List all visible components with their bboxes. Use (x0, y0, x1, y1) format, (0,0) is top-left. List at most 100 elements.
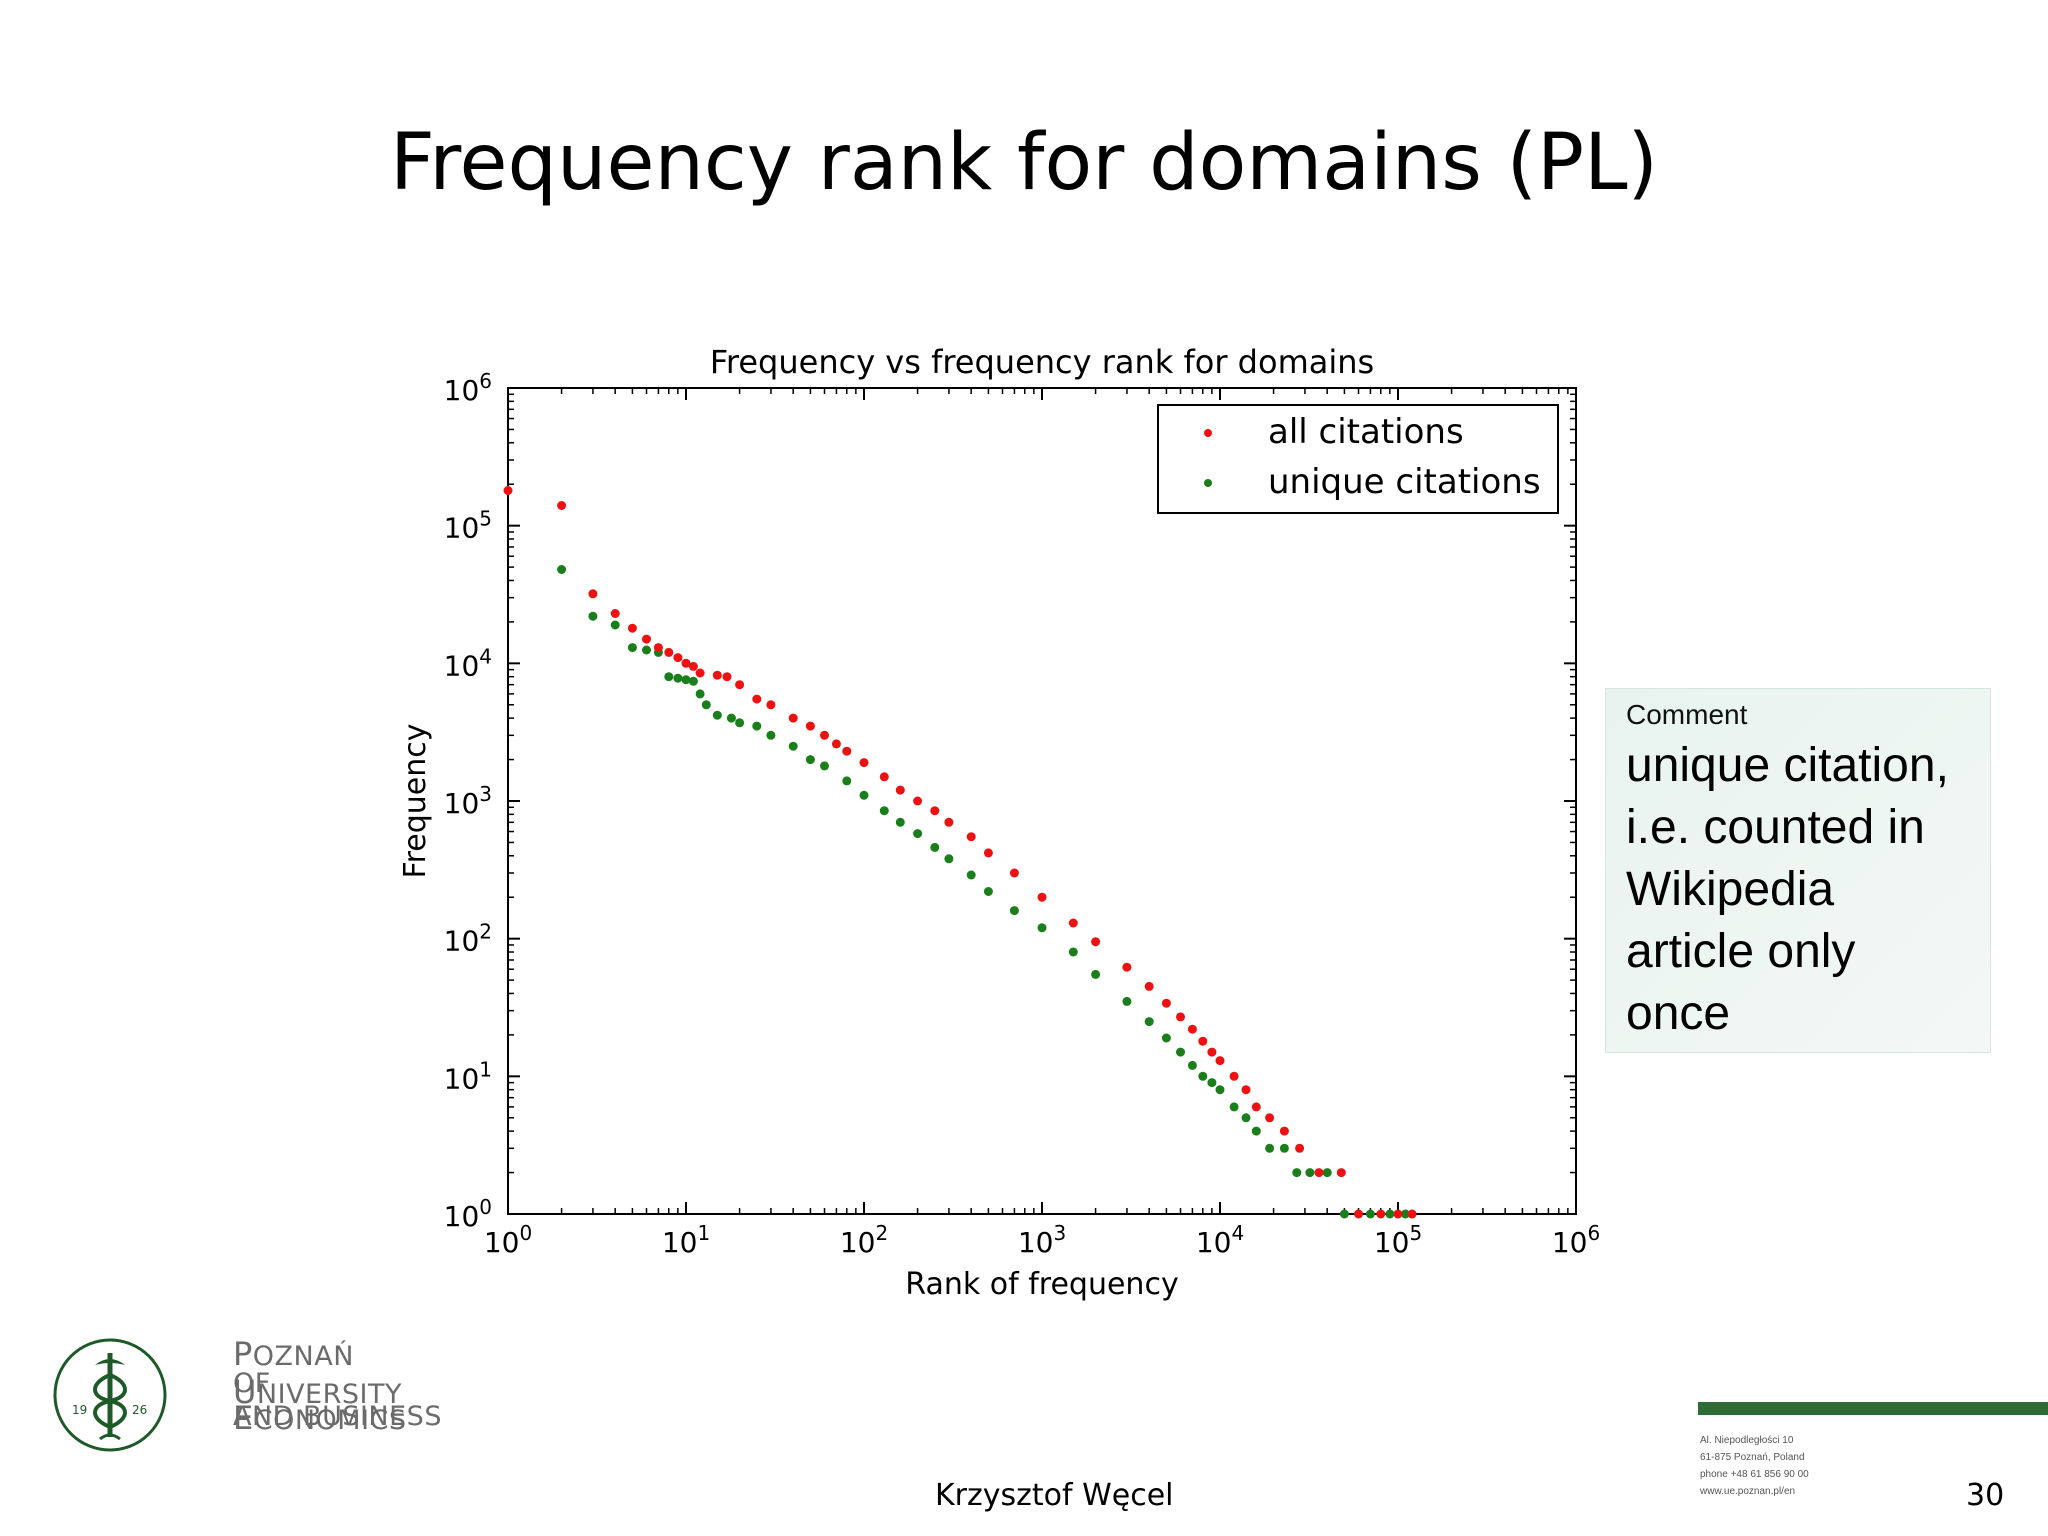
university-name-line1: POZNAŃ UNIVERSITY (233, 1335, 402, 1411)
data-point-all (588, 589, 598, 599)
data-point-all (1207, 1047, 1217, 1057)
university-name-line2: OF ECONOMICS (233, 1368, 407, 1437)
data-point-all (1376, 1209, 1386, 1219)
data-point-unique (1241, 1113, 1251, 1123)
data-point-unique (820, 761, 829, 771)
x-tick-label: 104 (1196, 1221, 1244, 1259)
data-point-all (944, 817, 954, 827)
data-point-all (673, 653, 683, 663)
y-tick-label: 104 (444, 644, 492, 682)
data-point-all (842, 746, 852, 756)
data-point-all (610, 609, 620, 618)
data-point-unique (805, 755, 815, 765)
data-point-unique (642, 645, 651, 655)
data-point-all (664, 647, 674, 657)
data-point-all (1122, 962, 1132, 972)
data-point-all (627, 623, 637, 633)
address-line2: 61-875 Poznań, Poland (1700, 1452, 1805, 1463)
data-point-all (653, 643, 663, 653)
footer-accent-bar (1698, 1402, 2048, 1415)
data-point-unique (1339, 1209, 1349, 1219)
data-point-all (1068, 918, 1078, 928)
data-point-all (722, 672, 732, 682)
series-layer (503, 486, 1417, 1219)
data-point-all (766, 700, 776, 710)
data-point-all (712, 670, 722, 680)
y-tick-label: 103 (444, 782, 492, 820)
data-point-unique (913, 829, 923, 839)
data-point-all (503, 486, 513, 495)
y-tick-label: 106 (444, 369, 492, 407)
data-point-all (1354, 1209, 1363, 1219)
data-point-unique (673, 673, 683, 683)
university-logo: 19 26 POZNAŃ UNIVERSITY OF ECONOMICS AND… (50, 1335, 450, 1460)
data-point-all (1279, 1126, 1289, 1136)
page-number: 30 (1966, 1478, 2005, 1513)
data-point-unique (1292, 1168, 1302, 1178)
data-point-all (1161, 998, 1171, 1008)
data-point-all (1215, 1056, 1225, 1066)
legend-box (1157, 404, 1559, 514)
data-point-all (688, 661, 698, 671)
data-point-unique (1215, 1085, 1225, 1095)
y-tick-label: 105 (444, 507, 492, 545)
address-line1: Al. Niepodległości 10 (1700, 1435, 1794, 1446)
slide-title: Frequency rank for domains (PL) (390, 118, 1658, 208)
data-point-all (1265, 1113, 1275, 1123)
data-point-all (895, 785, 905, 795)
university-name-line3: AND BUSINESS (233, 1401, 442, 1432)
data-point-all (1393, 1209, 1403, 1219)
data-point-all (1407, 1209, 1417, 1219)
x-tick-label: 106 (1552, 1221, 1600, 1259)
y-tick-label: 101 (444, 1057, 492, 1095)
data-point-all (681, 658, 691, 668)
data-point-all (1251, 1102, 1261, 1112)
data-point-unique (879, 806, 889, 816)
data-point-all (788, 713, 798, 723)
data-point-unique (588, 611, 598, 621)
data-point-unique (859, 790, 869, 800)
data-point-all (820, 730, 829, 740)
data-point-unique (1265, 1143, 1275, 1153)
y-axis-label: Frequency (398, 724, 433, 879)
data-point-unique (557, 565, 567, 574)
university-seal-icon: 19 26 (53, 1338, 167, 1452)
data-point-unique (695, 689, 705, 699)
data-point-all (1037, 892, 1047, 902)
seal-year-left: 19 (72, 1403, 87, 1417)
data-point-unique (1365, 1209, 1375, 1219)
plot-frame (507, 387, 1577, 1215)
data-point-unique (1207, 1078, 1217, 1088)
x-tick-label: 101 (662, 1221, 710, 1259)
data-point-unique (1009, 906, 1019, 916)
data-point-unique (788, 741, 798, 751)
legend-marker-unique (1204, 479, 1212, 487)
data-point-all (1241, 1085, 1251, 1095)
data-point-unique (1385, 1209, 1395, 1219)
data-point-unique (726, 713, 736, 723)
x-tick-label: 102 (840, 1221, 888, 1259)
data-point-unique (1122, 996, 1132, 1006)
data-point-unique (1198, 1071, 1208, 1081)
data-point-all (1144, 981, 1154, 991)
chart-title: Frequency vs frequency rank for domains (710, 343, 1374, 381)
data-point-all (557, 501, 567, 510)
address-block: Al. Niepodległości 10 61-875 Poznań, Pol… (1700, 1432, 1809, 1500)
data-point-unique (752, 721, 762, 731)
data-point-unique (627, 643, 637, 653)
data-point-all (966, 832, 976, 842)
data-point-unique (766, 730, 776, 740)
data-point-all (1314, 1168, 1324, 1178)
data-point-all (1091, 937, 1101, 947)
data-point-unique (1144, 1017, 1154, 1027)
data-point-unique (735, 718, 745, 728)
data-point-all (913, 796, 923, 806)
x-tick-label: 105 (1374, 1221, 1422, 1259)
data-point-unique (895, 817, 905, 827)
seal-year-right: 26 (132, 1403, 147, 1417)
data-point-unique (681, 675, 691, 685)
data-point-unique (712, 710, 722, 720)
legend-label-all: all citations (1268, 412, 1464, 452)
data-point-all (805, 721, 815, 731)
comment-text: unique citation, i.e. counted in Wikiped… (1626, 739, 1949, 1040)
